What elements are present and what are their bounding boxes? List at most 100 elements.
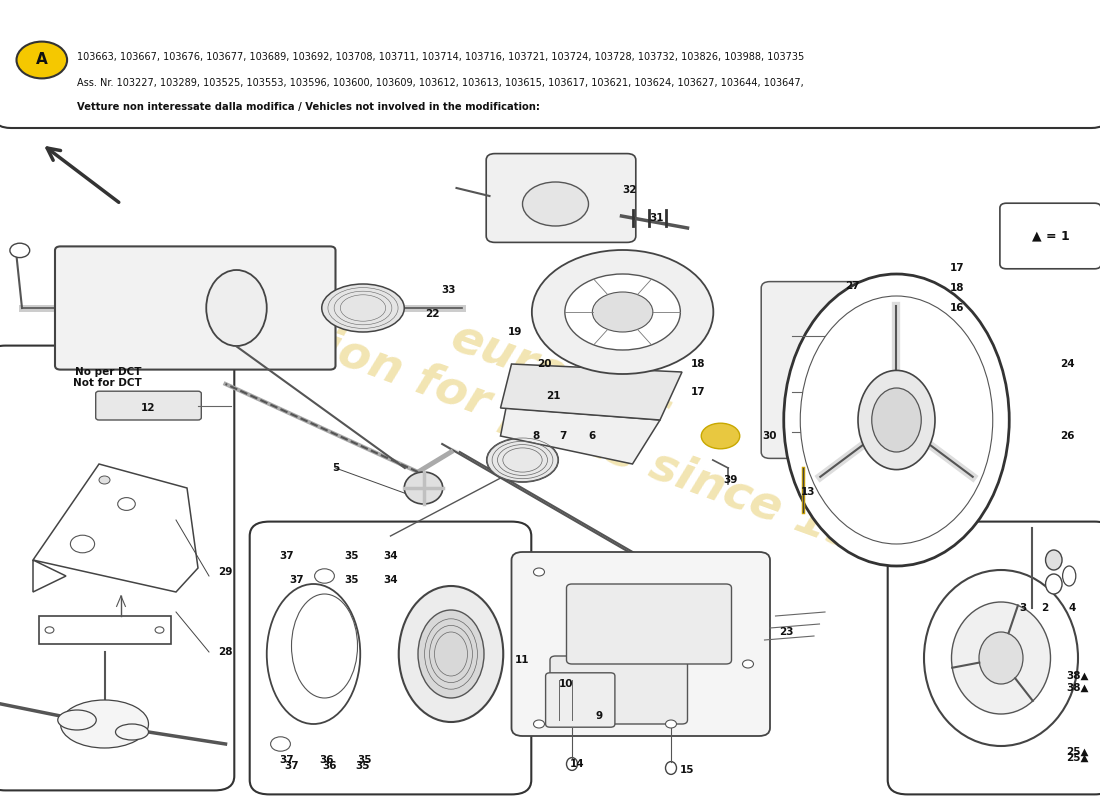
FancyBboxPatch shape (546, 673, 615, 727)
Circle shape (16, 42, 67, 78)
Text: 10: 10 (559, 679, 574, 689)
Text: 36: 36 (322, 762, 338, 771)
Ellipse shape (534, 720, 544, 728)
Ellipse shape (398, 586, 504, 722)
Text: 37: 37 (279, 755, 295, 765)
Ellipse shape (45, 627, 54, 634)
Text: 39: 39 (723, 475, 738, 485)
Text: 22: 22 (425, 309, 440, 318)
Text: 17: 17 (691, 387, 706, 397)
Text: 21: 21 (546, 391, 561, 401)
Text: 27: 27 (845, 281, 860, 290)
Text: 28: 28 (218, 647, 232, 657)
Text: 36: 36 (319, 755, 334, 765)
Ellipse shape (742, 660, 754, 668)
Ellipse shape (60, 700, 148, 748)
Text: 18: 18 (949, 283, 965, 293)
Text: 29: 29 (218, 567, 232, 577)
Text: 14: 14 (570, 759, 585, 769)
Text: 34: 34 (383, 551, 398, 561)
Text: 23: 23 (779, 627, 794, 637)
Ellipse shape (565, 274, 680, 350)
Text: 32: 32 (621, 185, 637, 194)
Text: 20: 20 (537, 359, 552, 369)
Ellipse shape (70, 535, 95, 553)
FancyBboxPatch shape (96, 391, 201, 420)
Ellipse shape (10, 243, 30, 258)
Polygon shape (33, 464, 198, 592)
Text: 9: 9 (596, 711, 603, 721)
Text: 35: 35 (344, 551, 360, 561)
Ellipse shape (315, 569, 334, 583)
FancyBboxPatch shape (250, 522, 531, 794)
FancyBboxPatch shape (486, 154, 636, 242)
Text: 38▲: 38▲ (1067, 683, 1089, 693)
Text: 16: 16 (949, 303, 965, 313)
Text: 18: 18 (691, 359, 706, 369)
Ellipse shape (566, 758, 578, 770)
Text: 37: 37 (279, 551, 295, 561)
Text: 6: 6 (588, 431, 595, 441)
Ellipse shape (292, 594, 358, 698)
Text: 35: 35 (356, 755, 372, 765)
Text: 17: 17 (949, 263, 965, 273)
Text: 103663, 103667, 103676, 103677, 103689, 103692, 103708, 103711, 103714, 103716, : 103663, 103667, 103676, 103677, 103689, … (77, 52, 804, 62)
Ellipse shape (952, 602, 1050, 714)
FancyBboxPatch shape (550, 656, 688, 724)
Ellipse shape (666, 762, 676, 774)
Text: ▲ = 1: ▲ = 1 (1032, 230, 1069, 242)
Text: 2: 2 (1042, 603, 1048, 613)
Text: 7: 7 (560, 431, 566, 441)
Text: 25▲: 25▲ (1067, 753, 1089, 762)
Text: 19: 19 (507, 327, 522, 337)
FancyBboxPatch shape (888, 522, 1100, 794)
Ellipse shape (418, 610, 484, 698)
Ellipse shape (486, 438, 558, 482)
Text: 8: 8 (532, 431, 539, 441)
FancyBboxPatch shape (512, 552, 770, 736)
Ellipse shape (321, 284, 405, 332)
Text: 13: 13 (801, 487, 816, 497)
Text: 37: 37 (289, 575, 305, 585)
Text: A: A (36, 53, 47, 67)
Text: 26: 26 (1059, 431, 1075, 441)
Polygon shape (500, 408, 660, 464)
Ellipse shape (155, 627, 164, 634)
Polygon shape (500, 364, 682, 420)
Ellipse shape (871, 388, 922, 452)
Ellipse shape (266, 584, 361, 724)
Text: 37: 37 (284, 762, 299, 771)
Text: eurostor
a passion for parts since 1985: eurostor a passion for parts since 1985 (155, 217, 945, 583)
Text: 35: 35 (344, 575, 360, 585)
FancyBboxPatch shape (1000, 203, 1100, 269)
Ellipse shape (99, 476, 110, 484)
Ellipse shape (522, 182, 588, 226)
Text: 12: 12 (141, 403, 156, 413)
Ellipse shape (924, 570, 1078, 746)
FancyBboxPatch shape (0, 0, 1100, 128)
Bar (39, 616, 170, 644)
Ellipse shape (118, 498, 135, 510)
Ellipse shape (57, 710, 97, 730)
Text: 3: 3 (1020, 603, 1026, 613)
Ellipse shape (800, 296, 992, 544)
Ellipse shape (979, 632, 1023, 684)
Ellipse shape (271, 737, 290, 751)
Ellipse shape (116, 724, 148, 740)
FancyBboxPatch shape (761, 282, 878, 458)
Text: Vetture non interessate dalla modifica / Vehicles not involved in the modificati: Vetture non interessate dalla modifica /… (77, 102, 540, 111)
Ellipse shape (531, 250, 713, 374)
Text: 15: 15 (680, 765, 695, 774)
Text: 33: 33 (441, 285, 456, 294)
Ellipse shape (666, 720, 676, 728)
Ellipse shape (702, 423, 739, 449)
Ellipse shape (1063, 566, 1076, 586)
Text: Ass. Nr. 103227, 103289, 103525, 103553, 103596, 103600, 103609, 103612, 103613,: Ass. Nr. 103227, 103289, 103525, 103553,… (77, 78, 804, 88)
Ellipse shape (405, 472, 442, 504)
Ellipse shape (1045, 550, 1062, 570)
Polygon shape (442, 444, 702, 592)
Ellipse shape (592, 292, 652, 332)
Text: 25▲: 25▲ (1067, 747, 1089, 757)
FancyBboxPatch shape (566, 584, 732, 664)
Text: 30: 30 (762, 431, 778, 441)
